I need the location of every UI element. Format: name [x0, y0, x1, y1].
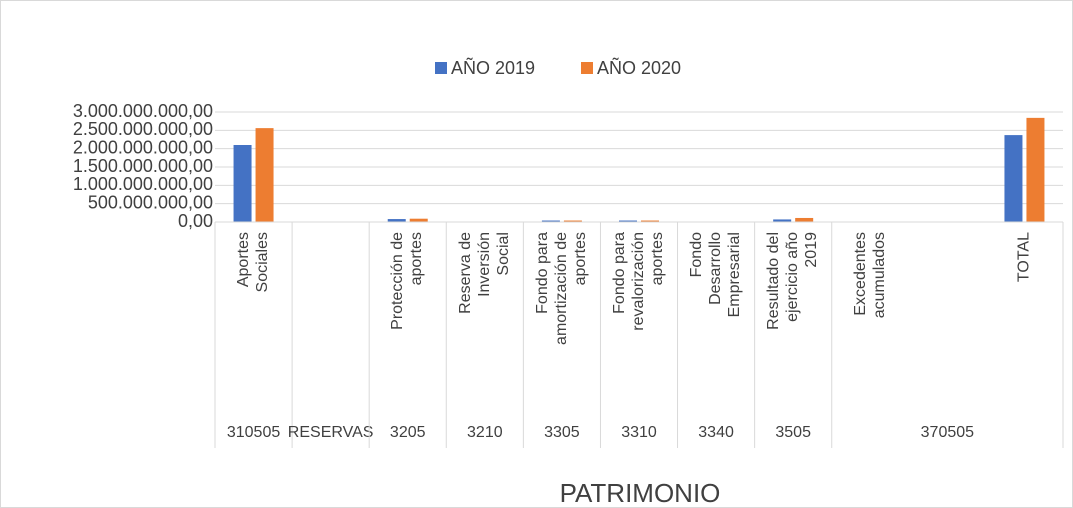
- bar: [541, 220, 560, 222]
- bar: [233, 145, 252, 222]
- legend-swatch: [435, 62, 447, 74]
- legend-swatch: [581, 62, 593, 74]
- bar: [795, 217, 814, 222]
- y-tick-label: 3.000.000.000,00: [73, 101, 213, 121]
- x-tick-label: Protección de aportes: [389, 232, 425, 330]
- x-tick-label: Fondo para amortización de aportes: [534, 232, 589, 349]
- x-tick-label: Fondo Desarrollo Empresarial: [688, 232, 743, 322]
- y-tick-label: 500.000.000,00: [88, 192, 213, 212]
- x-axis-title: PATRIMONIO: [560, 478, 721, 508]
- y-tick-label: 1.000.000.000,00: [73, 174, 213, 194]
- y-tick-label: 2.000.000.000,00: [73, 137, 213, 157]
- x-tick-label: Reserva de Inversión Social: [457, 232, 512, 314]
- bar: [255, 128, 274, 222]
- group-label: 3305: [544, 424, 580, 441]
- x-tick-label: Fondo para revalorización aportes: [611, 232, 666, 335]
- y-tick-label: 0,00: [178, 211, 213, 231]
- bar: [409, 218, 428, 222]
- legend-label: AÑO 2019: [451, 57, 535, 78]
- x-tick-label: Resultado del ejercicio año 2019: [765, 232, 820, 330]
- bar: [773, 219, 792, 222]
- group-label: RESERVAS: [288, 424, 374, 441]
- x-tick-label: TOTAL: [1016, 232, 1033, 282]
- bar: [641, 220, 659, 222]
- y-tick-label: 1.500.000.000,00: [73, 156, 213, 176]
- bar: [563, 220, 582, 222]
- x-tick-label: Aportes Sociales: [235, 232, 271, 297]
- x-tick-label: Excedentes acumulados: [852, 232, 888, 323]
- group-label: 3205: [390, 424, 426, 441]
- group-label: 3310: [621, 424, 657, 441]
- group-label: 310505: [227, 424, 280, 441]
- bar: [387, 219, 406, 222]
- bar: [1004, 135, 1023, 222]
- group-label: 370505: [921, 424, 974, 441]
- bar: [619, 220, 637, 222]
- group-label: 3505: [775, 424, 811, 441]
- y-tick-label: 2.500.000.000,00: [73, 119, 213, 139]
- group-label: 3210: [467, 424, 503, 441]
- legend-label: AÑO 2020: [597, 57, 681, 78]
- bar: [1026, 117, 1045, 222]
- group-label: 3340: [698, 424, 734, 441]
